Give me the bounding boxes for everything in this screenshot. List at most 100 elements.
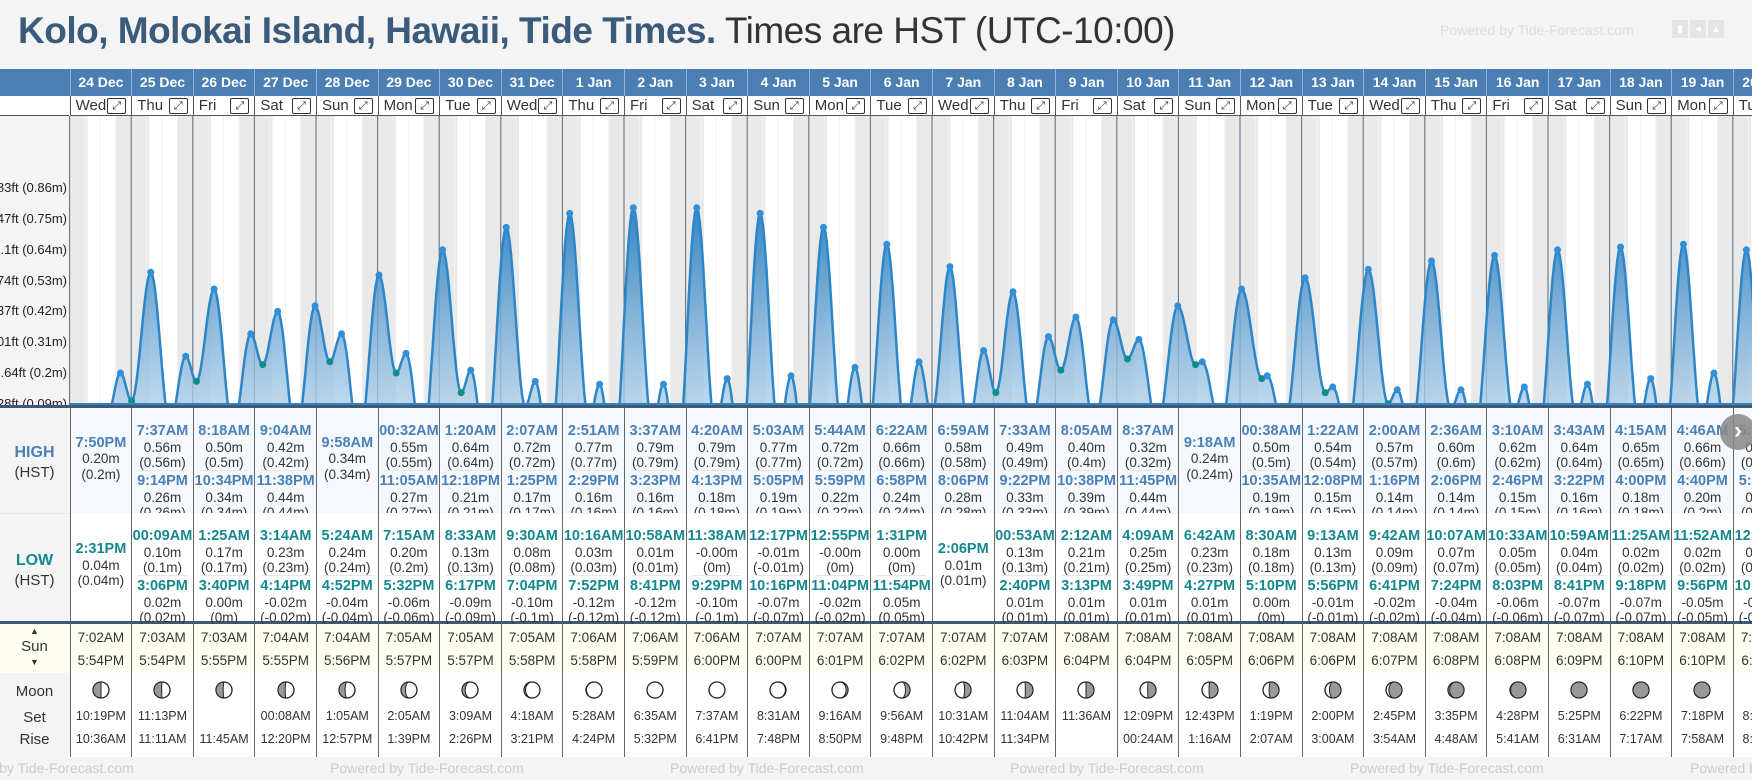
low-tide-entry: 4:27PM 0.01m (0.01m) [1179, 578, 1240, 626]
low-tide-entry: 10:58AM 0.01m (0.01m) [625, 528, 686, 576]
moon-phase-icon [1139, 681, 1157, 699]
night-band [69, 116, 88, 405]
entry-separator [692, 470, 742, 471]
moon-phase-icon [338, 681, 356, 699]
day-weekday: Fri ⤢ [192, 96, 255, 116]
powered-by-watermark[interactable]: Powered by Tide-Forecast.com [1690, 760, 1752, 776]
expand-icon[interactable]: ⤢ [846, 98, 866, 114]
expand-icon[interactable]: ⤢ [1462, 98, 1482, 114]
low-tide-height: -0.07m [1558, 594, 1601, 610]
low-tide-height: 0.02m [143, 594, 182, 610]
powered-by-watermark[interactable]: Powered by Tide-Forecast.com [1010, 760, 1204, 776]
weekday-label: Sat [260, 97, 283, 114]
expand-icon[interactable]: ⤢ [969, 98, 989, 114]
powered-by-watermark[interactable]: Powered by Tide-Forecast.com [1350, 760, 1544, 776]
low-tide-entry: 12:55PM -0.00m (0m) [810, 528, 871, 576]
low-tide-entry: 11:54PM 0.05m (0.05m) [871, 578, 932, 626]
high-tide-height: 0.64m [1560, 439, 1599, 455]
weekday-label: Tue [876, 97, 902, 114]
nav-icon[interactable]: ◂ [1690, 20, 1706, 38]
low-tide-height-rounded: (0.13m) [1001, 560, 1049, 575]
expand-icon[interactable]: ⤢ [230, 98, 250, 114]
low-tide-time: 10:16PM [749, 578, 808, 594]
high-tide-time: 00:38AM [1241, 423, 1302, 439]
high-tide-time: 10:34PM [194, 473, 254, 489]
high-tide-point [117, 369, 125, 377]
expand-icon[interactable]: ⤢ [661, 98, 681, 114]
powered-by-link[interactable]: Powered by Tide-Forecast.com [1440, 22, 1634, 38]
high-tide-point [402, 349, 410, 357]
low-tide-time: 3:13PM [1061, 578, 1112, 594]
expand-icon[interactable]: ⤢ [353, 98, 373, 114]
powered-by-watermark[interactable]: Powered by Tide-Forecast.com [0, 760, 134, 776]
expand-icon[interactable]: ⤢ [1154, 98, 1174, 114]
moon-cell: 11:04AM 11:34PM [993, 673, 1056, 757]
expand-icon[interactable]: ⤢ [1031, 98, 1051, 114]
low-tide-entry: 5:24AM 0.24m (0.24m) [317, 528, 378, 576]
moon-phase [1487, 673, 1548, 705]
high-tide-height: 0.79m [636, 439, 675, 455]
day-column: 30 Dec Tue ⤢ 1:20AM 0.64m (0.64m) 12:18PM 0.21m… [439, 69, 501, 780]
high-tide-entry: 4:20AM 0.79m (0.79m) [687, 423, 748, 471]
entry-separator [1555, 470, 1604, 471]
expand-icon[interactable]: ⤢ [784, 98, 804, 114]
expand-icon[interactable]: ⤢ [168, 98, 188, 114]
sun-cell: 7:08AM 6:08PM [1424, 624, 1487, 673]
high-tide-height: 0.34m [328, 451, 367, 466]
high-tide-time: 2:51AM [567, 423, 620, 439]
expand-icon[interactable]: ⤢ [1215, 98, 1235, 114]
expand-icon[interactable]: ⤢ [1585, 98, 1605, 114]
low-tide-height-rounded: (-0.09m) [444, 610, 496, 625]
high-tide-point [338, 330, 346, 338]
low-tide-time: 2:12AM [1060, 528, 1113, 544]
moon-phase [871, 673, 932, 705]
expand-icon[interactable]: ⤢ [1277, 98, 1297, 114]
high-tide-entry: 5:03AM 0.77m (0.77m) [748, 423, 809, 471]
entry-separator [138, 470, 187, 471]
expand-icon[interactable]: ⤢ [723, 98, 743, 114]
sun-cell: 7:06AM 5:58PM [562, 624, 624, 673]
low-tides-cell: 11:25AM 0.02m (0.02m) 9:18PM -0.07m (-0.07m) [1609, 513, 1672, 625]
day-weekday: Fri ⤢ [1055, 96, 1117, 116]
next-days-button[interactable]: › [1720, 414, 1752, 450]
low-tides-cell: 00:53AM 0.13m (0.13m) 2:40PM 0.01m (0.01m) [993, 513, 1056, 625]
low-tide-time: 8:03PM [1492, 578, 1544, 594]
low-tide-height: 0.13m [1314, 544, 1352, 560]
expand-icon[interactable]: ⤢ [291, 98, 311, 114]
high-tide-point [210, 285, 218, 293]
low-tide-time: 8:33AM [444, 528, 497, 544]
nav-icon[interactable]: ▮ [1672, 20, 1688, 38]
expand-icon[interactable]: ⤢ [538, 98, 558, 114]
low-tide-height-rounded: (-0.06m) [383, 610, 435, 625]
high-tide-height: 0.54m [1314, 439, 1352, 455]
day-weekday: Sun ⤢ [1609, 96, 1672, 116]
expand-icon[interactable]: ⤢ [1339, 98, 1359, 114]
low-tide-time: 6:41PM [1369, 578, 1420, 594]
expand-icon[interactable]: ⤢ [107, 98, 127, 114]
powered-by-watermark[interactable]: Powered by Tide-Forecast.com [670, 760, 864, 776]
expand-icon[interactable]: ⤢ [476, 98, 496, 114]
powered-by-watermark[interactable]: Powered by Tide-Forecast.com [330, 760, 524, 776]
day-weekday: Thu ⤢ [1424, 96, 1487, 116]
expand-icon[interactable]: ⤢ [1708, 98, 1728, 114]
entry-separator [877, 470, 926, 471]
y-axis-label: 1.01ft (0.31m) [0, 334, 67, 350]
nav-icon[interactable]: ▴ [1708, 20, 1724, 38]
expand-icon[interactable]: ⤢ [1523, 98, 1543, 114]
moonrise-time: 12:20PM [260, 732, 311, 746]
entry-separator [754, 575, 803, 576]
expand-icon[interactable]: ⤢ [907, 98, 927, 114]
expand-icon[interactable]: ⤢ [599, 98, 619, 114]
expand-icon[interactable]: ⤢ [1647, 98, 1667, 114]
moon-phase [194, 673, 255, 705]
expand-icon[interactable]: ⤢ [1092, 98, 1112, 114]
expand-icon[interactable]: ⤢ [415, 98, 435, 114]
day-date: 17 Jan [1548, 69, 1610, 96]
high-tide-time: 9:04AM [259, 423, 312, 439]
sunset-time: 6:04PM [1063, 653, 1110, 668]
expand-icon[interactable]: ⤢ [1400, 98, 1420, 114]
sunset-time: 5:58PM [508, 653, 556, 668]
